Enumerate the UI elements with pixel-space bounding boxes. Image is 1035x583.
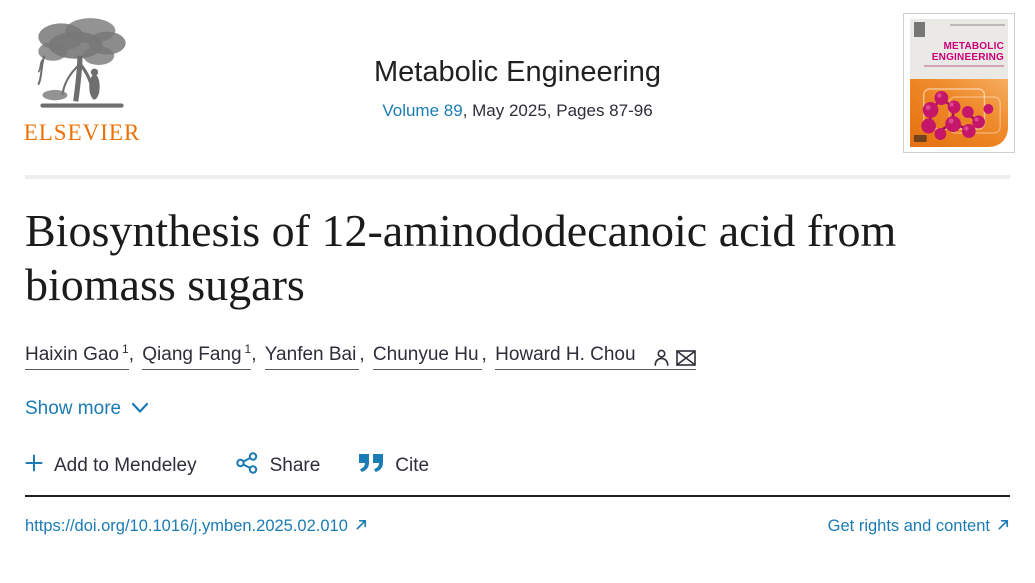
author-link-1[interactable]: Haixin Gao 1: [25, 341, 129, 370]
elsevier-wordmark: ELSEVIER: [23, 120, 141, 145]
action-toolbar: Add to Mendeley Share Cite: [25, 451, 1010, 481]
chevron-down-icon: [131, 398, 149, 420]
cover-subtitle-line: [924, 65, 1004, 67]
cover-journal-title: METABOLIC ENGINEERING: [931, 41, 1004, 63]
email-author-icon: [671, 347, 696, 368]
header-divider: [25, 175, 1010, 179]
author-affiliation-sup: 1: [244, 341, 252, 356]
journal-block: Metabolic Engineering Volume 89, May 202…: [0, 56, 1035, 121]
author-link-5[interactable]: Howard H. Chou: [495, 343, 696, 370]
elsevier-tree-icon: [22, 14, 142, 118]
cover-elsevier-mark: [914, 22, 925, 37]
external-link-icon: [355, 517, 368, 536]
rights-and-content-link[interactable]: Get rights and content: [828, 517, 1010, 536]
journal-cover-thumbnail[interactable]: METABOLIC ENGINEERING: [903, 13, 1015, 153]
cover-top-text-line: [950, 24, 1005, 26]
author-link-3[interactable]: Yanfen Bai: [264, 343, 360, 370]
cover-molecule-art: [910, 79, 1008, 147]
footer-links: https://doi.org/10.1016/j.ymben.2025.02.…: [25, 517, 1010, 536]
share-button[interactable]: Share: [235, 451, 320, 481]
share-icon: [235, 451, 259, 481]
footer-divider: [25, 494, 1010, 497]
author-list: Haixin Gao 1, Qiang Fang 1, Yanfen Bai, Ch…: [25, 341, 1010, 370]
cite-button[interactable]: Cite: [358, 453, 429, 479]
doi-link[interactable]: https://doi.org/10.1016/j.ymben.2025.02.…: [25, 517, 368, 536]
journal-title-link[interactable]: Metabolic Engineering: [374, 56, 661, 88]
show-more-button[interactable]: Show more: [25, 398, 149, 420]
author-link-4[interactable]: Chunyue Hu: [372, 343, 482, 370]
add-to-mendeley-button[interactable]: Add to Mendeley: [25, 454, 197, 478]
corresponding-author-icon: [647, 347, 671, 368]
cite-quote-icon: [358, 453, 384, 479]
author-link-2[interactable]: Qiang Fang 1: [142, 341, 252, 370]
plus-icon: [25, 454, 43, 478]
issue-info: , May 2025, Pages 87-96: [462, 101, 653, 120]
journal-issue-line: Volume 89, May 2025, Pages 87-96: [0, 101, 1035, 121]
author-affiliation-sup: 1: [122, 341, 129, 356]
journal-cover-art: METABOLIC ENGINEERING: [910, 19, 1008, 147]
external-link-icon: [997, 517, 1010, 536]
article-main: Biosynthesis of 12-aminododecanoic acid …: [0, 204, 1035, 481]
article-title: Biosynthesis of 12-aminododecanoic acid …: [25, 205, 897, 310]
journal-header: ELSEVIER Metabolic Engineering Volume 89…: [0, 0, 1035, 175]
volume-link[interactable]: Volume 89: [382, 101, 463, 120]
elsevier-logo[interactable]: ELSEVIER: [22, 14, 142, 146]
